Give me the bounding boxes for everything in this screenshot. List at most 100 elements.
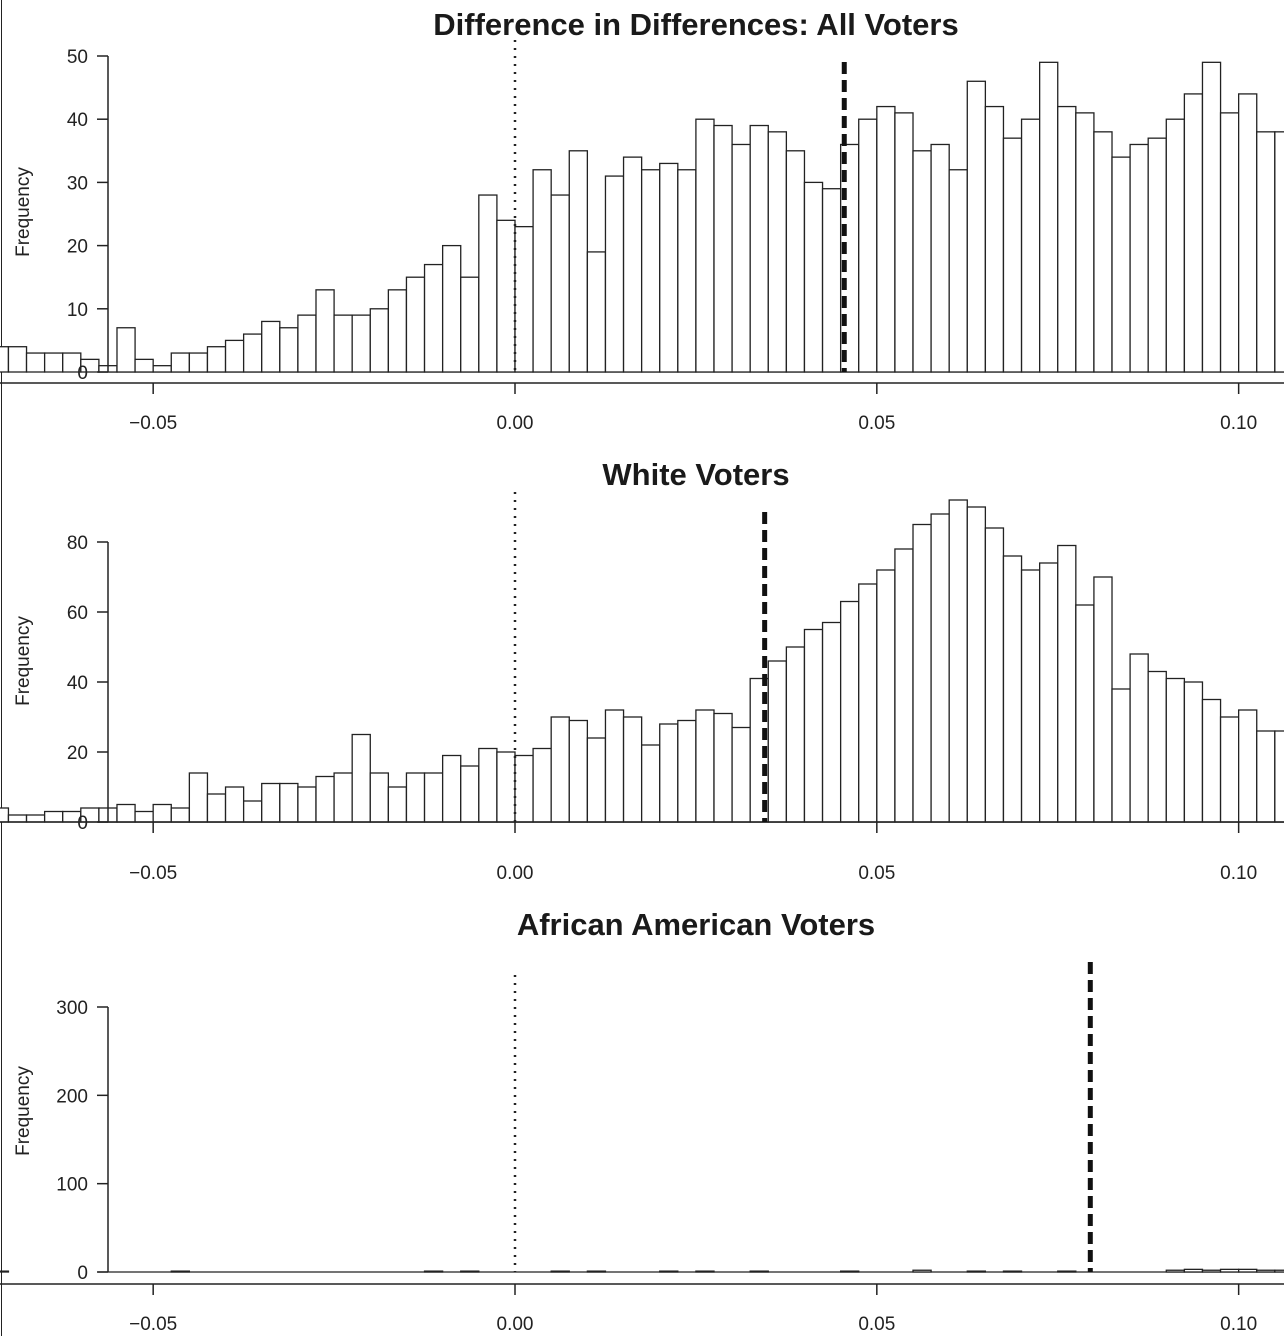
histogram-bar bbox=[1002, 555, 1023, 823]
x-tick-label: 0.00 bbox=[497, 413, 534, 434]
histogram-bar bbox=[315, 775, 335, 823]
x-tick-label: −0.05 bbox=[129, 1314, 177, 1335]
histogram-bar bbox=[206, 793, 227, 823]
histogram-bar bbox=[496, 751, 516, 823]
histogram-bar bbox=[1165, 118, 1186, 373]
histogram-bar bbox=[423, 1270, 444, 1273]
histogram-bar bbox=[514, 754, 534, 823]
y-tick-label: 0 bbox=[77, 363, 88, 384]
histogram-bar bbox=[1274, 730, 1284, 823]
histogram-bar bbox=[894, 112, 914, 373]
histogram-bar bbox=[242, 333, 263, 373]
y-axis-label: Frequency bbox=[13, 616, 34, 706]
histogram-bar bbox=[188, 772, 209, 823]
histogram-bar bbox=[279, 782, 299, 823]
y-axis-label: Frequency bbox=[13, 167, 34, 257]
y-tick-label: 0 bbox=[77, 1263, 88, 1284]
histogram-bar bbox=[1238, 1268, 1258, 1273]
histogram-bar bbox=[821, 188, 842, 373]
histogram-bar bbox=[912, 523, 932, 823]
histogram-bar bbox=[731, 726, 751, 823]
histogram-bar bbox=[586, 251, 607, 373]
histogram-bar bbox=[460, 276, 480, 373]
histogram-bar bbox=[550, 1270, 570, 1273]
chart-title: African American Voters bbox=[517, 907, 875, 942]
x-tick-label: 0.00 bbox=[497, 1314, 534, 1335]
histogram-bar bbox=[333, 314, 353, 373]
histogram-bar bbox=[948, 499, 968, 823]
histogram-bar bbox=[876, 105, 896, 373]
histogram-bar bbox=[25, 352, 46, 373]
histogram-bar bbox=[405, 772, 426, 823]
histogram-bar bbox=[966, 506, 987, 823]
histogram-bar bbox=[677, 169, 697, 373]
x-axis: −0.10−0.050.000.050.100.150.20 bbox=[0, 1283, 1284, 1335]
reference-lines bbox=[513, 962, 1093, 1272]
histogram-bar bbox=[568, 719, 589, 823]
histogram-bar bbox=[622, 716, 643, 823]
histogram-bar bbox=[43, 352, 64, 373]
histogram-bar bbox=[1183, 681, 1204, 823]
x-tick-label: 0.10 bbox=[1220, 413, 1257, 434]
histogram-bar bbox=[170, 807, 191, 823]
histogram-bar bbox=[25, 814, 46, 823]
histogram-bar bbox=[1219, 112, 1240, 373]
x-tick-label: 0.05 bbox=[858, 413, 895, 434]
histogram-bar bbox=[803, 628, 824, 823]
histogram-bar bbox=[441, 754, 462, 823]
histogram-bar bbox=[677, 719, 697, 823]
histogram-bar bbox=[0, 346, 10, 373]
histogram-bar bbox=[387, 289, 408, 373]
y-tick-label: 50 bbox=[67, 47, 88, 68]
x-tick-label: 0.00 bbox=[497, 863, 534, 884]
histogram-bar bbox=[604, 709, 625, 823]
histogram-bar bbox=[1219, 1268, 1240, 1273]
histogram-bar bbox=[839, 600, 860, 823]
histogram-bar bbox=[423, 263, 444, 373]
y-tick-label: 60 bbox=[67, 603, 88, 624]
histogram-bar bbox=[496, 219, 516, 373]
histogram-bar bbox=[695, 118, 715, 373]
histogram-bar bbox=[1238, 93, 1258, 373]
histogram-bar bbox=[1147, 137, 1167, 373]
histogram-bar bbox=[1075, 604, 1095, 823]
panel-african-american-voters: African American Voters Frequency 0 100 20… bbox=[0, 907, 1284, 1335]
histogram-bar bbox=[713, 124, 733, 373]
figure-left-border bbox=[1, 0, 2, 1336]
histogram-bar bbox=[1093, 131, 1113, 373]
histogram-bar bbox=[912, 1269, 932, 1273]
histogram-bar bbox=[188, 352, 209, 373]
histogram-bar bbox=[1020, 569, 1041, 823]
histogram-bar bbox=[369, 308, 390, 373]
histogram-bar bbox=[460, 765, 480, 823]
histogram-bar bbox=[1256, 730, 1276, 823]
histogram-bar bbox=[767, 131, 788, 373]
histogram-bar bbox=[7, 346, 28, 373]
histogram-bar bbox=[423, 772, 444, 823]
histogram-bar bbox=[441, 244, 462, 373]
histogram-bar bbox=[0, 1270, 10, 1273]
reference-lines bbox=[513, 40, 847, 372]
bars bbox=[0, 499, 1284, 823]
x-tick-label: 0.05 bbox=[858, 1314, 895, 1335]
chart-title: White Voters bbox=[602, 457, 789, 492]
histogram-bar bbox=[966, 80, 987, 373]
histogram-bar bbox=[0, 807, 10, 823]
histogram-bar bbox=[803, 181, 824, 373]
histogram-bar bbox=[170, 352, 191, 373]
histogram-bar bbox=[1002, 137, 1023, 373]
histogram-bar bbox=[152, 365, 172, 373]
y-tick-label: 20 bbox=[67, 743, 88, 764]
histogram-bar bbox=[333, 772, 353, 823]
histogram-bar bbox=[948, 169, 968, 373]
histogram-bar bbox=[532, 747, 552, 823]
histogram-bar bbox=[116, 327, 136, 373]
histogram-bar bbox=[640, 744, 661, 823]
histogram-bar bbox=[930, 143, 950, 373]
histogram-bar bbox=[604, 175, 625, 373]
histogram-bar bbox=[568, 150, 589, 373]
y-tick-label: 200 bbox=[56, 1086, 88, 1107]
y-axis: 0 100 200 300 bbox=[56, 998, 109, 1284]
histogram-bar bbox=[1093, 576, 1113, 823]
